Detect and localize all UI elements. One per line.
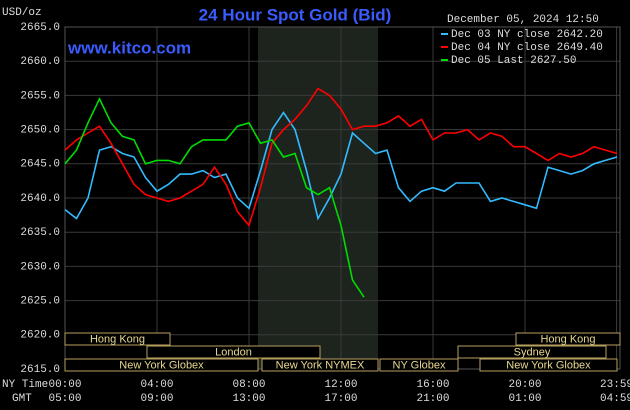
session-label: New York NYMEX xyxy=(276,359,365,371)
y-tick-label: 2640.0 xyxy=(20,193,60,205)
x2-axis-label: GMT xyxy=(12,393,32,405)
x-tick-label: 04:00 xyxy=(140,379,173,391)
gmt-tick-label: 13:00 xyxy=(232,393,265,405)
gmt-tick-label: 04:59 xyxy=(600,393,630,405)
session-box xyxy=(261,358,379,372)
session-box xyxy=(479,358,618,372)
website: www.kitco.com xyxy=(67,38,191,57)
gmt-tick-label: 21:00 xyxy=(416,393,449,405)
series-line xyxy=(64,111,618,221)
session-label: NY Globex xyxy=(393,359,446,371)
y-tick-label: 2620.0 xyxy=(20,330,60,342)
gmt-tick-label: 17:00 xyxy=(324,393,357,405)
y-tick-label: 2665.0 xyxy=(20,22,60,34)
gmt-tick-label: 01:00 xyxy=(509,393,542,405)
y-tick-label: 2635.0 xyxy=(20,227,60,239)
y-tick-label: 2625.0 xyxy=(20,296,60,308)
x-tick-label: 12:00 xyxy=(324,379,357,391)
gmt-tick-label: 09:00 xyxy=(140,393,173,405)
x-tick-label: 16:00 xyxy=(416,379,449,391)
session-box xyxy=(379,358,459,372)
session-box xyxy=(64,332,171,346)
legend-label: Dec 04 NY close 2649.40 xyxy=(451,42,603,54)
chart-title: 24 Hour Spot Gold (Bid) xyxy=(199,5,392,24)
y-tick-label: 2660.0 xyxy=(20,56,60,68)
y-tick-label: 2650.0 xyxy=(20,125,60,137)
x-axis-label: NY Time xyxy=(2,379,48,391)
y-tick-label: 2645.0 xyxy=(20,159,60,171)
unit-label: USD/oz xyxy=(2,7,42,19)
y-tick-label: 2630.0 xyxy=(20,261,60,273)
x-tick-label: 00:00 xyxy=(48,379,81,391)
session-label: London xyxy=(215,346,252,358)
legend-label: Dec 03 NY close 2642.20 xyxy=(451,29,603,41)
x-tick-label: 23:59 xyxy=(600,379,630,391)
session-label: New York Globex xyxy=(119,359,204,371)
session-label: Hong Kong xyxy=(90,333,145,345)
session-box xyxy=(64,358,259,372)
legend-label: Dec 05 Last 2627.50 xyxy=(451,55,576,67)
gmt-tick-label: 05:00 xyxy=(48,393,81,405)
session-label: Hong Kong xyxy=(540,333,595,345)
y-tick-label: 2655.0 xyxy=(20,90,60,102)
session-box xyxy=(146,345,321,359)
y-tick-label: 2615.0 xyxy=(20,364,60,376)
series-line xyxy=(64,96,365,298)
session-box xyxy=(457,345,607,359)
x-tick-label: 08:00 xyxy=(232,379,265,391)
series-line xyxy=(64,87,618,228)
session-label: Sydney xyxy=(514,346,551,358)
x-tick-label: 20:00 xyxy=(509,379,542,391)
session-box xyxy=(515,332,621,346)
timestamp: December 05, 2024 12:50 xyxy=(447,14,599,26)
session-label: New York Globex xyxy=(506,359,591,371)
